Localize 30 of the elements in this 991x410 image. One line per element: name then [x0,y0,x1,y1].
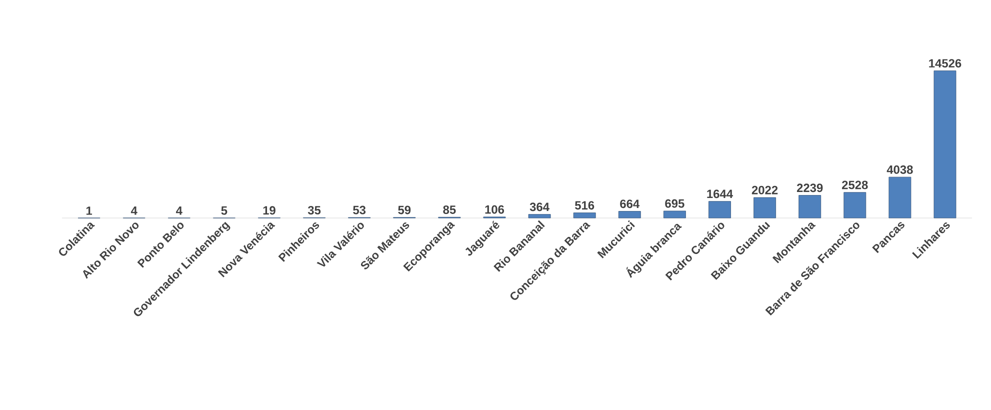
data-label: 59 [398,206,411,214]
bar [573,212,596,218]
data-label: 19 [263,206,276,215]
data-label: 106 [485,205,504,214]
bar [754,197,776,218]
data-label: 4 [130,206,138,215]
data-label: 4038 [886,165,913,174]
data-label: 364 [530,202,550,212]
data-label: 35 [308,206,321,214]
bar [663,210,686,218]
bar [798,195,822,218]
data-label: 2022 [752,186,778,194]
bar [844,192,866,218]
data-label: 14526 [929,59,962,68]
data-label: 5 [221,206,228,215]
data-label: 53 [353,206,366,214]
data-label: 664 [620,200,640,208]
data-label: 516 [574,201,594,210]
bar [934,70,956,218]
data-label: 2239 [796,184,823,192]
data-label: 85 [443,205,456,214]
data-label: 4 [176,206,182,215]
bar [528,214,551,218]
data-label: 695 [665,199,684,208]
data-label: 2528 [842,180,868,190]
bar [618,211,641,218]
bar [888,176,912,218]
data-label: 1644 [707,190,733,198]
bar [708,201,731,218]
data-label: 1 [86,206,92,215]
